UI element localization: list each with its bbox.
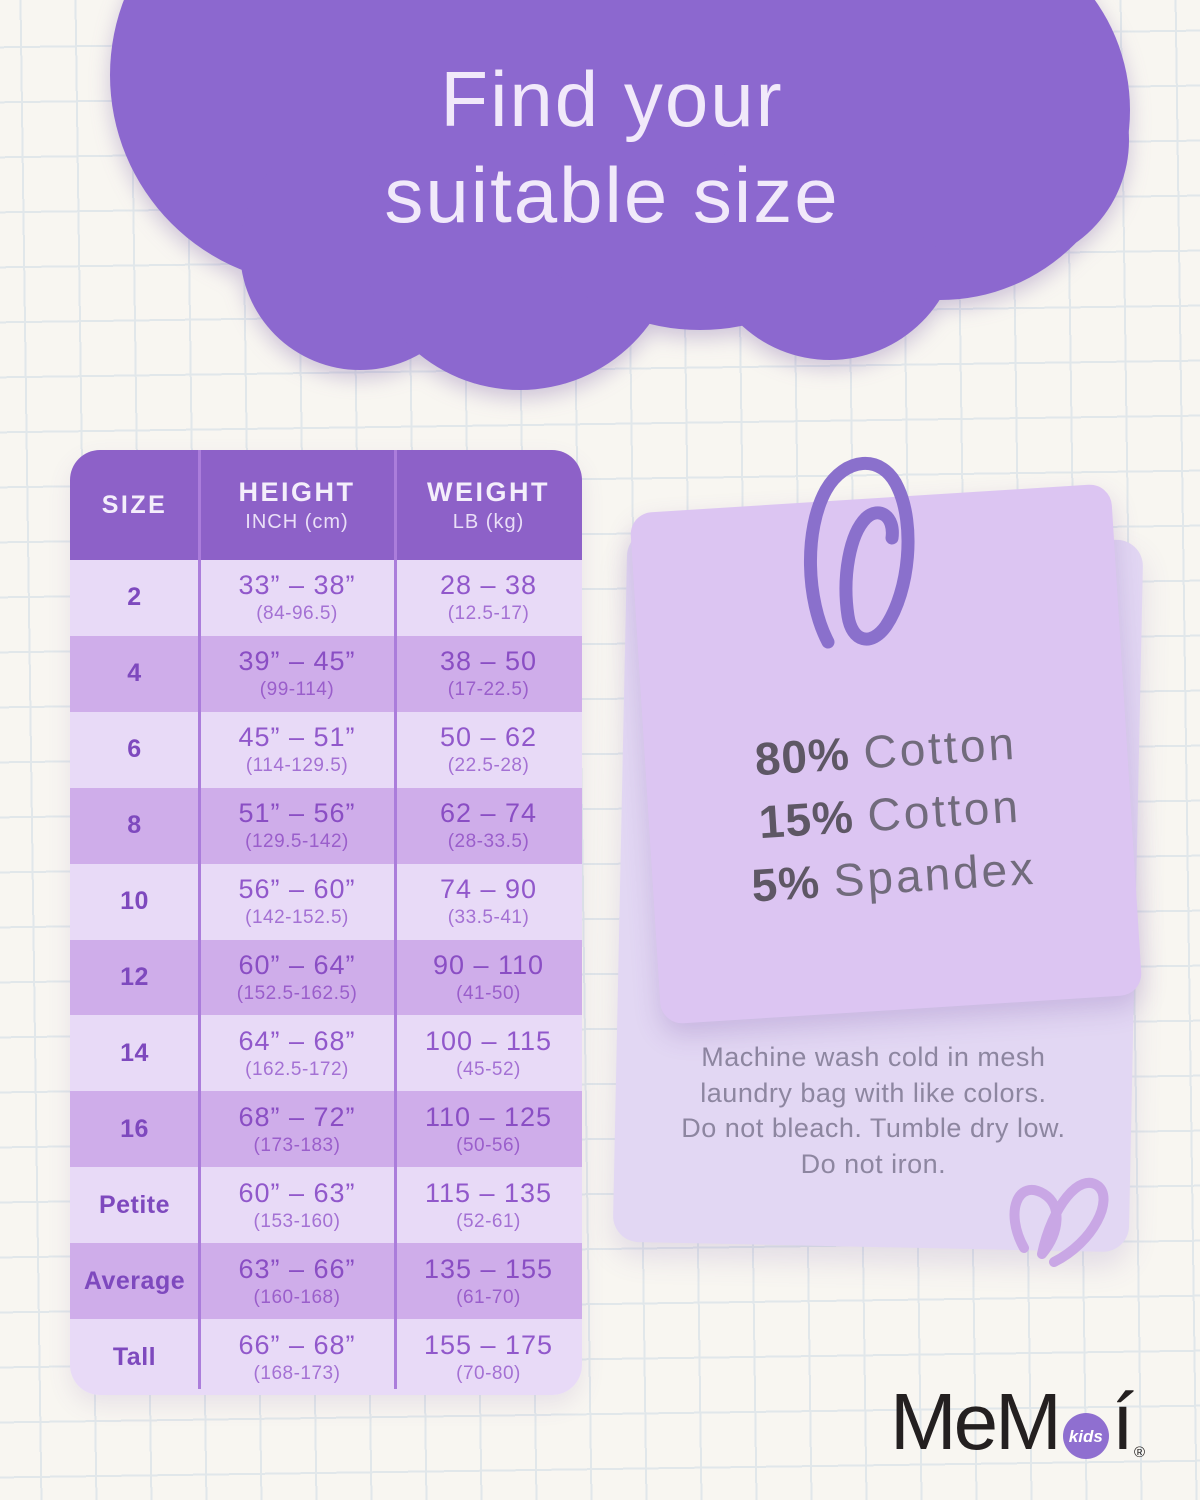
paperclip-icon [803, 456, 915, 649]
cell-weight: 110 – 125 (50-56) [424, 1101, 553, 1156]
cell-size: 4 [127, 659, 142, 688]
table-row: 14 64” – 68” (162.5-172) 100 – 115 (45-5… [70, 1015, 582, 1092]
cell-weight: 38 – 50 (17-22.5) [439, 646, 538, 701]
size-table: SIZE HEIGHT INCH (cm) WEIGHT LB (kg) 2 3… [70, 450, 582, 1395]
cell-weight: 115 – 135 (52-61) [424, 1177, 553, 1232]
size-table-header: SIZE HEIGHT INCH (cm) WEIGHT LB (kg) [70, 450, 582, 560]
cell-size: 14 [120, 1038, 149, 1067]
cell-height: 33” – 38” (84-96.5) [238, 570, 356, 625]
cell-weight: 135 – 155 (61-70) [423, 1253, 554, 1308]
cell-size: 6 [127, 735, 142, 764]
table-row: 12 60” – 64” (152.5-162.5) 90 – 110 (41-… [70, 939, 582, 1016]
cell-height: 45” – 51” (114-129.5) [238, 722, 356, 777]
cell-height: 64” – 68” (162.5-172) [238, 1025, 356, 1080]
cell-weight: 74 – 90 (33.5-41) [439, 874, 538, 929]
cell-height: 56” – 60” (142-152.5) [238, 874, 356, 929]
page-title-line2: suitable size [384, 150, 840, 239]
cell-height: 60” – 64” (152.5-162.5) [236, 949, 358, 1004]
cell-weight: 50 – 62 (22.5-28) [439, 722, 538, 777]
cell-size: 12 [120, 962, 149, 991]
column-divider-1 [198, 450, 201, 1389]
heart-icon [1009, 1177, 1109, 1267]
page-title: Find your suitable size [232, 52, 992, 244]
cell-weight: 90 – 110 (41-50) [432, 949, 545, 1004]
cell-size: 16 [120, 1114, 149, 1143]
care-instructions-line: laundry bag with like colors. [700, 1077, 1047, 1108]
cell-height: 66” – 68” (168-173) [238, 1329, 356, 1384]
cell-size: Tall [112, 1342, 157, 1371]
cell-height: 63” – 66” (160-168) [238, 1253, 356, 1308]
header-height: HEIGHT INCH (cm) [238, 476, 356, 533]
table-row: 6 45” – 51” (114-129.5) 50 – 62 (22.5-28… [70, 711, 582, 788]
cloud-shape [110, 0, 1130, 390]
cell-weight: 62 – 74 (28-33.5) [439, 798, 538, 853]
cell-height: 60” – 63” (153-160) [238, 1177, 356, 1232]
table-row: Average 63” – 66” (160-168) 135 – 155 (6… [70, 1243, 582, 1320]
cell-height: 68” – 72” (173-183) [238, 1101, 356, 1156]
table-row: 2 33” – 38” (84-96.5) 28 – 38 (12.5-17) [70, 560, 582, 636]
care-instructions-line: Do not bleach. Tumble dry low. [681, 1113, 1066, 1144]
cell-height: 51” – 56” (129.5-142) [238, 798, 356, 853]
page-title-line1: Find your [440, 55, 784, 143]
memoi-kids-logo: MeM kids í ® [890, 1382, 1146, 1462]
table-row: 4 39” – 45” (99-114) 38 – 50 (17-22.5) [70, 635, 582, 712]
table-row: 8 51” – 56” (129.5-142) 62 – 74 (28-33.5… [70, 787, 582, 864]
cell-size: 8 [127, 811, 142, 840]
logo-text-before: MeM [890, 1377, 1062, 1466]
header-size: SIZE [101, 490, 168, 519]
cell-size: Average [83, 1266, 186, 1295]
table-row: 16 68” – 72” (173-183) 110 – 125 (50-56) [70, 1091, 582, 1168]
column-divider-2 [394, 450, 397, 1389]
header-weight: WEIGHT LB (kg) [427, 476, 550, 533]
cell-height: 39” – 45” (99-114) [238, 646, 356, 701]
table-row: Tall 66” – 68” (168-173) 155 – 175 (70-8… [70, 1319, 582, 1395]
fabric-composition: 80% Cotton 15% Cotton 5% Spandex [643, 705, 1136, 924]
table-row: Petite 60” – 63” (153-160) 115 – 135 (52… [70, 1167, 582, 1244]
cell-weight: 28 – 38 (12.5-17) [439, 570, 538, 625]
cell-size: Petite [98, 1190, 171, 1219]
size-table-body: 2 33” – 38” (84-96.5) 28 – 38 (12.5-17) … [70, 560, 582, 1395]
kids-badge: kids [1062, 1413, 1109, 1459]
logo-text-after: í [1111, 1377, 1134, 1466]
cell-weight: 100 – 115 (45-52) [424, 1025, 553, 1080]
cell-size: 2 [127, 583, 142, 612]
cell-weight: 155 – 175 (70-80) [423, 1329, 554, 1384]
cell-size: 10 [120, 887, 149, 916]
table-row: 10 56” – 60” (142-152.5) 74 – 90 (33.5-4… [70, 863, 582, 940]
care-instructions-line: Machine wash cold in mesh [701, 1041, 1046, 1072]
registered-mark: ® [1134, 1444, 1146, 1461]
